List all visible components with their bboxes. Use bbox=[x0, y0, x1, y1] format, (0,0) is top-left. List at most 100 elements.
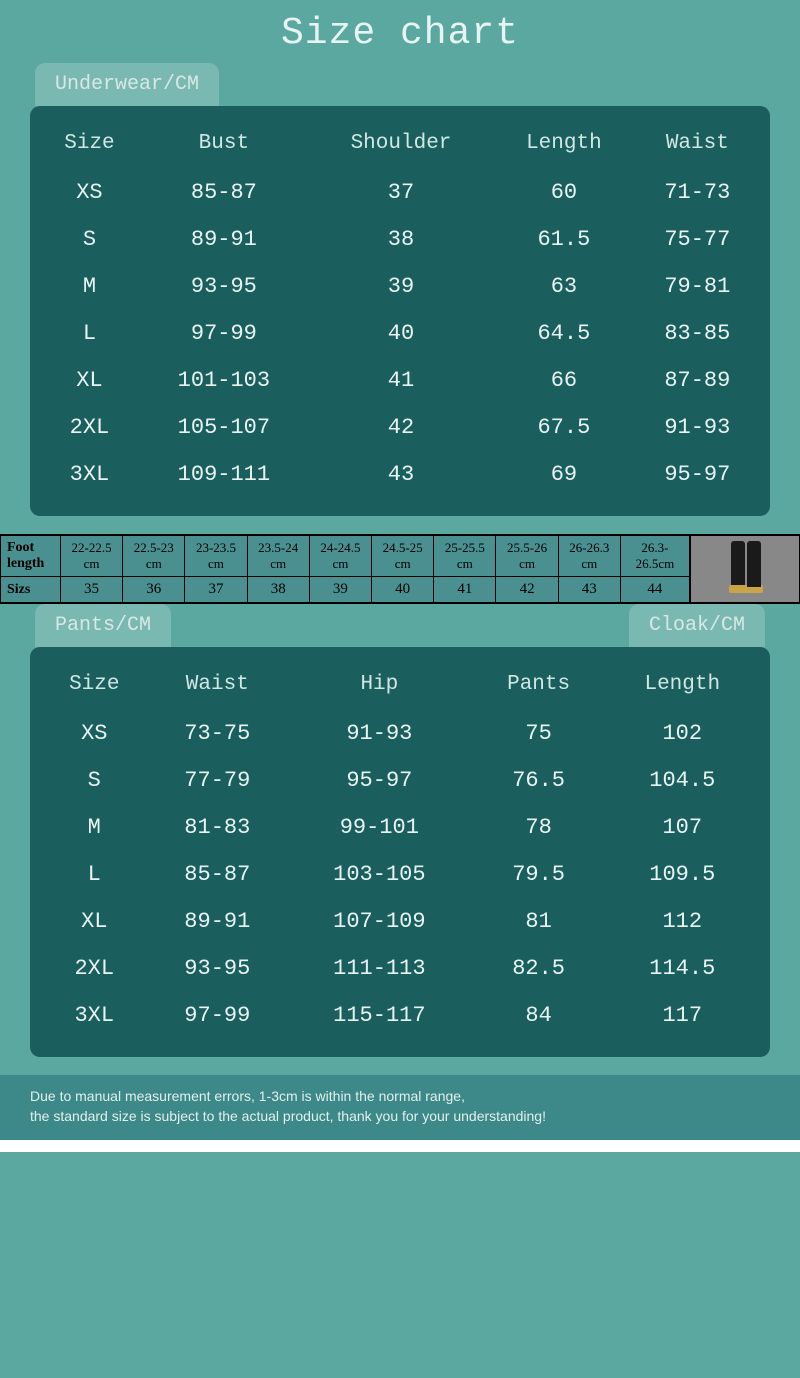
tab-underwear: Underwear/CM bbox=[35, 63, 219, 106]
table-cell: 93-95 bbox=[139, 263, 309, 310]
table-cell: 39 bbox=[309, 263, 493, 310]
tab-cloak: Cloak/CM bbox=[629, 604, 765, 647]
foot-length-cell: 22-22.5 cm bbox=[61, 536, 123, 577]
underwear-tab-row: Underwear/CM bbox=[0, 63, 800, 106]
table-cell: 93-95 bbox=[149, 945, 287, 992]
shoe-size-cell: 36 bbox=[123, 577, 185, 603]
column-header: Size bbox=[40, 124, 139, 169]
shoe-size-cell: 35 bbox=[61, 577, 123, 603]
table-cell: 97-99 bbox=[139, 310, 309, 357]
table-cell: 38 bbox=[309, 216, 493, 263]
table-row: M81-8399-10178107 bbox=[40, 804, 760, 851]
tab-pants: Pants/CM bbox=[35, 604, 171, 647]
shoe-size-cell: 40 bbox=[371, 577, 433, 603]
table-cell: 76.5 bbox=[473, 757, 605, 804]
table-cell: 89-91 bbox=[139, 216, 309, 263]
table-cell: 43 bbox=[309, 451, 493, 498]
table-cell: 81-83 bbox=[149, 804, 287, 851]
table-cell: 73-75 bbox=[149, 710, 287, 757]
shoe-size-cell: 42 bbox=[496, 577, 558, 603]
table-cell: 112 bbox=[605, 898, 760, 945]
foot-length-label: Foot length bbox=[1, 536, 61, 577]
shoe-size-label: Sizs bbox=[1, 577, 61, 603]
table-cell: S bbox=[40, 216, 139, 263]
table-cell: 60 bbox=[493, 169, 635, 216]
column-header: Length bbox=[493, 124, 635, 169]
pants-header-row: SizeWaistHipPantsLength bbox=[40, 665, 760, 710]
underwear-panel: SizeBustShoulderLengthWaist XS85-8737607… bbox=[30, 106, 770, 516]
pants-cloak-tab-row: Pants/CM Cloak/CM bbox=[0, 604, 800, 647]
table-cell: 105-107 bbox=[139, 404, 309, 451]
shoe-size-cell: 39 bbox=[309, 577, 371, 603]
foot-length-cell: 24-24.5 cm bbox=[309, 536, 371, 577]
table-cell: 75-77 bbox=[635, 216, 760, 263]
table-cell: 111-113 bbox=[286, 945, 473, 992]
table-cell: 82.5 bbox=[473, 945, 605, 992]
foot-length-cell: 24.5-25 cm bbox=[371, 536, 433, 577]
table-cell: 91-93 bbox=[286, 710, 473, 757]
column-header: Shoulder bbox=[309, 124, 493, 169]
table-cell: 75 bbox=[473, 710, 605, 757]
table-cell: 66 bbox=[493, 357, 635, 404]
shoe-size-cell: 38 bbox=[247, 577, 309, 603]
boot-image bbox=[690, 535, 800, 603]
column-header: Waist bbox=[635, 124, 760, 169]
column-header: Hip bbox=[286, 665, 473, 710]
foot-length-cell: 23.5-24 cm bbox=[247, 536, 309, 577]
column-header: Waist bbox=[149, 665, 287, 710]
foot-length-cell: 23-23.5 cm bbox=[185, 536, 247, 577]
table-row: 3XL97-99115-11784117 bbox=[40, 992, 760, 1039]
table-cell: 104.5 bbox=[605, 757, 760, 804]
column-header: Bust bbox=[139, 124, 309, 169]
table-cell: 2XL bbox=[40, 404, 139, 451]
table-row: M93-95396379-81 bbox=[40, 263, 760, 310]
table-cell: XL bbox=[40, 357, 139, 404]
table-cell: 79.5 bbox=[473, 851, 605, 898]
disclaimer-line-1: Due to manual measurement errors, 1-3cm … bbox=[30, 1087, 770, 1107]
table-cell: M bbox=[40, 804, 149, 851]
table-cell: 95-97 bbox=[286, 757, 473, 804]
table-row: XL101-103416687-89 bbox=[40, 357, 760, 404]
title-bar: Size chart bbox=[0, 0, 800, 63]
table-row: L85-87103-10579.5109.5 bbox=[40, 851, 760, 898]
size-chart-page: Size chart Underwear/CM SizeBustShoulder… bbox=[0, 0, 800, 1152]
table-cell: 64.5 bbox=[493, 310, 635, 357]
shoe-size-cell: 37 bbox=[185, 577, 247, 603]
table-cell: 99-101 bbox=[286, 804, 473, 851]
table-cell: XL bbox=[40, 898, 149, 945]
foot-length-cell: 22.5-23 cm bbox=[123, 536, 185, 577]
table-row: XL89-91107-10981112 bbox=[40, 898, 760, 945]
foot-length-cell: 25-25.5 cm bbox=[434, 536, 496, 577]
table-cell: XS bbox=[40, 169, 139, 216]
table-cell: 84 bbox=[473, 992, 605, 1039]
underwear-header-row: SizeBustShoulderLengthWaist bbox=[40, 124, 760, 169]
table-cell: 40 bbox=[309, 310, 493, 357]
table-cell: 107-109 bbox=[286, 898, 473, 945]
table-cell: 102 bbox=[605, 710, 760, 757]
table-cell: 3XL bbox=[40, 451, 139, 498]
table-row: L97-994064.583-85 bbox=[40, 310, 760, 357]
table-cell: 107 bbox=[605, 804, 760, 851]
table-cell: 79-81 bbox=[635, 263, 760, 310]
table-cell: 85-87 bbox=[139, 169, 309, 216]
table-cell: 91-93 bbox=[635, 404, 760, 451]
table-cell: 97-99 bbox=[149, 992, 287, 1039]
table-row: 2XL105-1074267.591-93 bbox=[40, 404, 760, 451]
shoe-size-cell: 41 bbox=[434, 577, 496, 603]
underwear-table: SizeBustShoulderLengthWaist XS85-8737607… bbox=[40, 124, 760, 498]
boot-icon bbox=[725, 539, 765, 599]
table-row: XS73-7591-9375102 bbox=[40, 710, 760, 757]
table-cell: 61.5 bbox=[493, 216, 635, 263]
foot-length-cell: 26.3-26.5cm bbox=[620, 536, 689, 577]
disclaimer-line-2: the standard size is subject to the actu… bbox=[30, 1107, 770, 1127]
disclaimer: Due to manual measurement errors, 1-3cm … bbox=[0, 1075, 800, 1140]
table-cell: 69 bbox=[493, 451, 635, 498]
table-cell: L bbox=[40, 310, 139, 357]
table-cell: 103-105 bbox=[286, 851, 473, 898]
shoe-table: Foot length22-22.5 cm22.5-23 cm23-23.5 c… bbox=[0, 535, 690, 603]
table-cell: 78 bbox=[473, 804, 605, 851]
table-cell: S bbox=[40, 757, 149, 804]
table-cell: XS bbox=[40, 710, 149, 757]
table-cell: 42 bbox=[309, 404, 493, 451]
page-title: Size chart bbox=[281, 12, 519, 55]
